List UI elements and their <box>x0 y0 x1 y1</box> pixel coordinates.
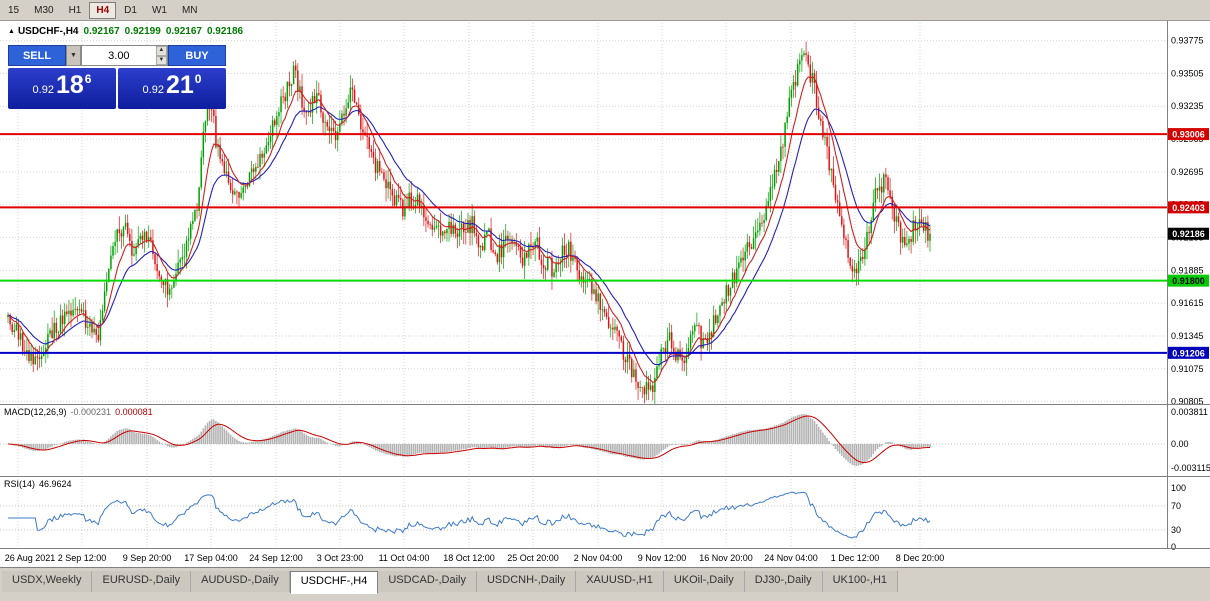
volume-field: ▲ ▼ <box>81 45 168 66</box>
svg-text:0.90805: 0.90805 <box>1171 397 1204 407</box>
ohlc-open: 0.92167 <box>83 26 120 37</box>
svg-text:0.92186: 0.92186 <box>1172 229 1205 239</box>
macd-main-value: -0.000231 <box>70 407 112 417</box>
svg-text:0.00: 0.00 <box>1171 439 1189 449</box>
svg-text:70: 70 <box>1171 501 1181 511</box>
tab-ukoil-daily[interactable]: UKOil-,Daily <box>663 571 745 592</box>
macd-signal-value: 0.000081 <box>115 407 153 417</box>
svg-text:0.91206: 0.91206 <box>1172 348 1205 358</box>
tab-xauusd-h1[interactable]: XAUUSD-,H1 <box>576 571 664 592</box>
tab-uk100-h1[interactable]: UK100-,H1 <box>822 571 899 592</box>
svg-text:1 Dec 12:00: 1 Dec 12:00 <box>831 553 880 563</box>
chart-canvas[interactable]: 0.937750.935050.932350.929650.926950.924… <box>0 21 1210 567</box>
svg-text:0.91885: 0.91885 <box>1171 265 1204 275</box>
buy-price-prefix: 0.92 <box>142 84 164 96</box>
sell-price-pipette: 6 <box>84 72 92 86</box>
svg-text:0.91075: 0.91075 <box>1171 364 1204 374</box>
svg-text:30: 30 <box>1171 525 1181 535</box>
svg-text:0.91615: 0.91615 <box>1171 298 1204 308</box>
tab-usdcnh-daily[interactable]: USDCNH-,Daily <box>476 571 577 592</box>
macd-title: MACD(12,26,9) <box>4 407 67 417</box>
sell-price-prefix: 0.92 <box>32 84 54 96</box>
svg-text:24 Sep 12:00: 24 Sep 12:00 <box>249 553 303 563</box>
svg-text:9 Sep 20:00: 9 Sep 20:00 <box>123 553 172 563</box>
macd-indicator-label: MACD(12,26,9) -0.000231 0.000081 <box>4 407 153 417</box>
chevron-down-icon: ▼ <box>158 56 165 63</box>
svg-text:2 Nov 04:00: 2 Nov 04:00 <box>574 553 623 563</box>
chart-ohlc-header: ▲ USDCHF-,H4 0.92167 0.92199 0.92167 0.92186 <box>8 26 243 37</box>
rsi-indicator-label: RSI(14) 46.9624 <box>4 479 72 489</box>
svg-text:0.92403: 0.92403 <box>1172 203 1205 213</box>
rsi-value: 46.9624 <box>39 479 72 489</box>
volume-input[interactable] <box>82 46 156 65</box>
buy-price-main: 21 <box>165 71 194 99</box>
timeframe-m30-button[interactable]: M30 <box>27 2 60 19</box>
svg-text:0.91345: 0.91345 <box>1171 331 1204 341</box>
svg-text:11 Oct 04:00: 11 Oct 04:00 <box>379 553 430 563</box>
svg-text:0.91800: 0.91800 <box>1172 276 1205 286</box>
svg-text:17 Sep 04:00: 17 Sep 04:00 <box>184 553 238 563</box>
volume-spinner: ▲ ▼ <box>155 46 167 65</box>
ohlc-low: 0.92167 <box>165 26 202 37</box>
svg-text:-0.003115: -0.003115 <box>1171 463 1210 473</box>
tab-audusd-daily[interactable]: AUDUSD-,Daily <box>191 571 290 592</box>
svg-text:0: 0 <box>1171 542 1176 552</box>
sell-price-main: 18 <box>55 71 84 99</box>
svg-text:24 Nov 04:00: 24 Nov 04:00 <box>764 553 818 563</box>
timeframe-mn-button[interactable]: MN <box>175 2 205 19</box>
buy-button[interactable]: BUY <box>168 45 226 66</box>
buy-price-pipette: 0 <box>194 72 202 86</box>
tab-eurusd-daily[interactable]: EURUSD-,Daily <box>92 571 192 592</box>
tab-usdcad-daily[interactable]: USDCAD-,Daily <box>378 571 477 592</box>
timeframe-h1-button[interactable]: H1 <box>62 2 89 19</box>
chevron-up-icon: ▲ <box>158 47 165 54</box>
svg-text:0.93235: 0.93235 <box>1171 101 1204 111</box>
rsi-title: RSI(14) <box>4 479 36 489</box>
svg-text:8 Dec 20:00: 8 Dec 20:00 <box>896 553 945 563</box>
tab-dj30-daily[interactable]: DJ30-,Daily <box>744 571 823 592</box>
timeframe-h4-button[interactable]: H4 <box>89 1 117 19</box>
tab-usdx-weekly[interactable]: USDX,Weekly <box>2 571 93 592</box>
svg-text:9 Nov 12:00: 9 Nov 12:00 <box>638 553 687 563</box>
svg-text:0.003811: 0.003811 <box>1171 407 1208 417</box>
svg-text:0.93775: 0.93775 <box>1171 36 1204 46</box>
svg-text:18 Oct 12:00: 18 Oct 12:00 <box>443 553 495 563</box>
timeframe-m15-button[interactable]: 15 <box>1 2 26 19</box>
svg-text:25 Oct 20:00: 25 Oct 20:00 <box>507 553 559 563</box>
tab-usdchf-h4[interactable]: USDCHF-,H4 <box>289 571 379 594</box>
svg-text:100: 100 <box>1171 483 1186 493</box>
volume-down-button[interactable]: ▼ <box>155 55 167 65</box>
svg-text:2 Sep 12:00: 2 Sep 12:00 <box>58 553 107 563</box>
chart-window: 0.937750.935050.932350.929650.926950.924… <box>0 21 1210 567</box>
svg-text:26 Aug 2021: 26 Aug 2021 <box>5 553 56 563</box>
svg-text:0.92695: 0.92695 <box>1171 167 1204 177</box>
svg-text:16 Nov 20:00: 16 Nov 20:00 <box>699 553 753 563</box>
timeframe-toolbar: 15 M30 H1 H4 D1 W1 MN <box>0 0 1210 21</box>
trade-options-dropdown-button[interactable]: ▼ <box>66 45 81 66</box>
timeframe-d1-button[interactable]: D1 <box>117 2 144 19</box>
volume-up-button[interactable]: ▲ <box>155 46 167 56</box>
symbol-up-icon: ▲ <box>8 28 15 35</box>
svg-text:0.93505: 0.93505 <box>1171 68 1204 78</box>
chart-symbol-label: USDCHF-,H4 <box>17 26 79 37</box>
sell-price-button[interactable]: 0.92 18 6 <box>8 68 116 109</box>
svg-text:3 Oct 23:00: 3 Oct 23:00 <box>317 553 364 563</box>
chevron-down-icon: ▼ <box>70 52 77 59</box>
sell-button[interactable]: SELL <box>8 45 66 66</box>
buy-price-button[interactable]: 0.92 21 0 <box>118 68 226 109</box>
timeframe-w1-button[interactable]: W1 <box>145 2 174 19</box>
ohlc-high: 0.92199 <box>124 26 161 37</box>
ohlc-close: 0.92186 <box>206 26 244 37</box>
symbol-tab-bar: USDX,Weekly EURUSD-,Daily AUDUSD-,Daily … <box>0 567 1210 601</box>
svg-text:0.93006: 0.93006 <box>1172 130 1205 140</box>
